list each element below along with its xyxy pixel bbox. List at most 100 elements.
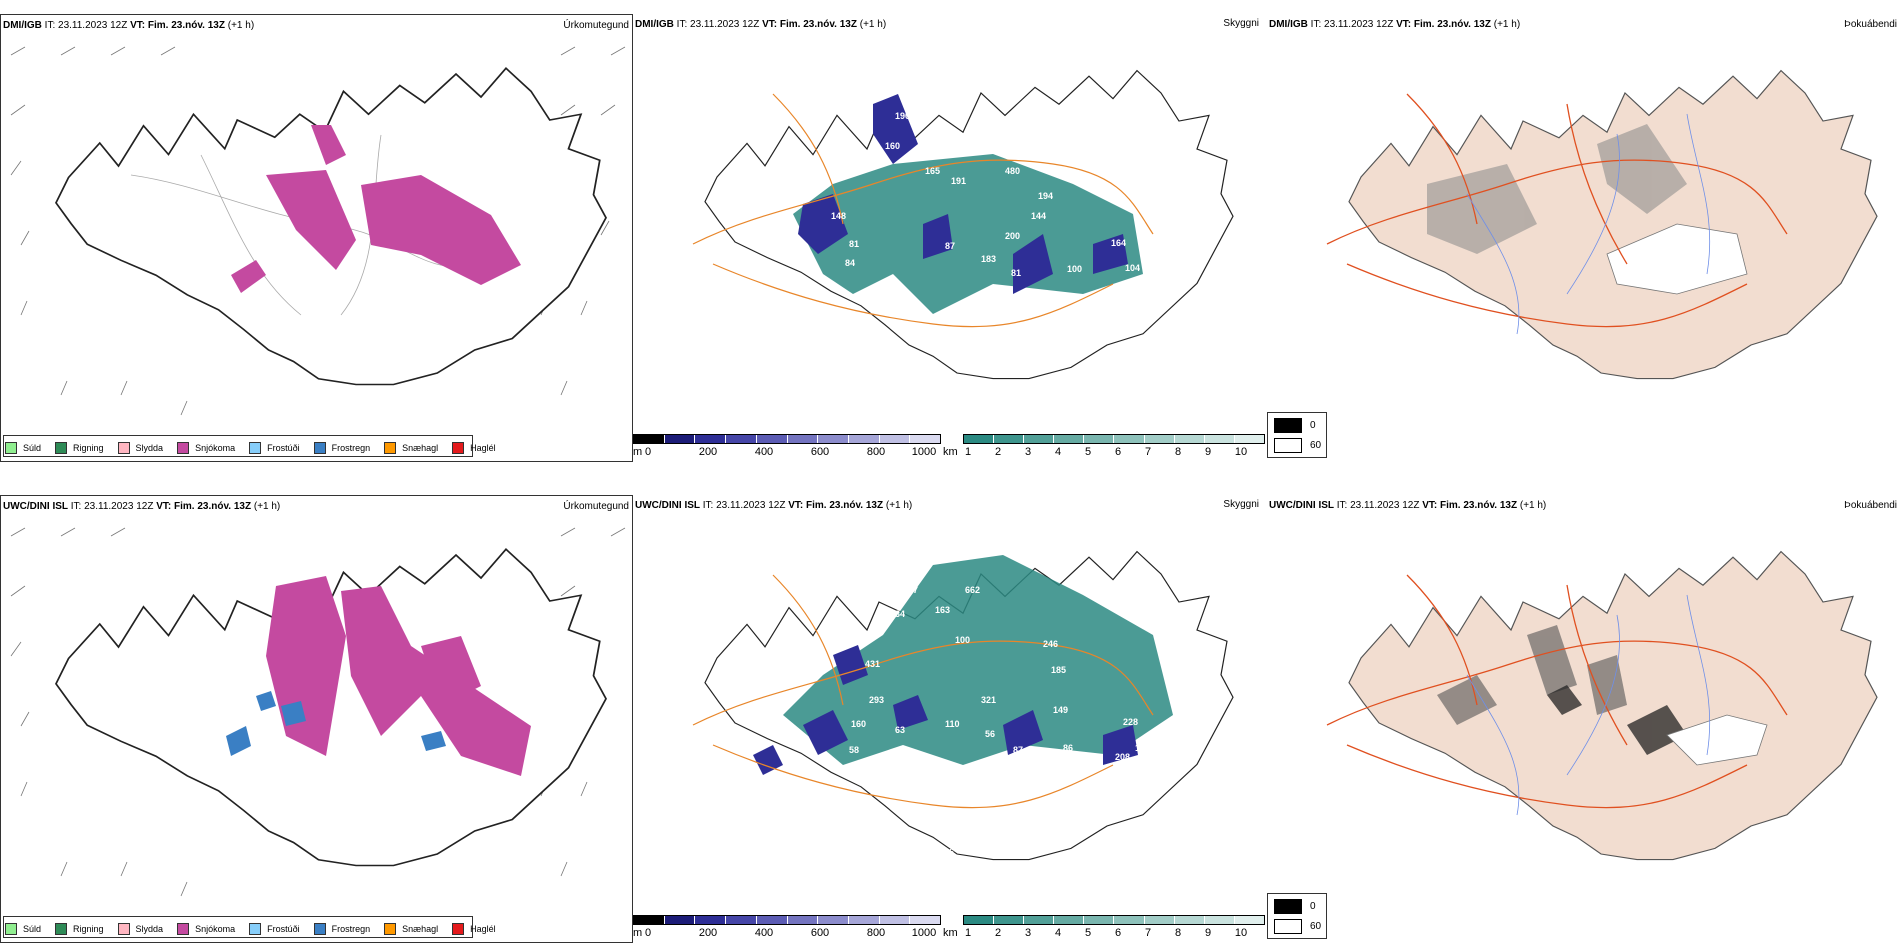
legend-swatch xyxy=(313,923,326,935)
visibility-ticks: 1 2 3 4 5 6 7 8 9 10 xyxy=(964,927,1248,939)
ceiling-value-label: 56 xyxy=(985,729,995,739)
ceiling-value-label: 146 xyxy=(939,847,954,857)
ceiling-value-label: 160 xyxy=(851,719,866,729)
legend-swatch xyxy=(55,923,68,935)
panel-title: DMI/IGB IT: 23.11.2023 12Z VT: Fim. 23.n… xyxy=(1269,19,1521,30)
ceiling-value-label: 86 xyxy=(1063,743,1073,753)
ceiling-vis-panel-top: 190 160 107 165 191 480 194 144 148 81 84 87 200 183 8… xyxy=(633,14,1267,462)
ceiling-value-label: 921 xyxy=(1155,727,1170,737)
fog-index-panel-bottom: UWC/DINI ISL IT: 23.11.2023 12Z VT: Fim.… xyxy=(1267,495,1900,943)
ceiling-labels: 190 160 107 165 191 480 194 144 148 81 84 87 200 183 8… xyxy=(831,111,1170,278)
fog-map-bottom xyxy=(1326,550,1878,861)
ceiling-value-label: 148 xyxy=(831,211,846,221)
legend-item: Snjókoma xyxy=(177,442,235,454)
ceiling-ticks: 0 200 400 600 800 1000 xyxy=(644,927,937,939)
panel-variable: Úrkomutegund xyxy=(563,20,629,31)
ceiling-map-top: 190 160 107 165 191 480 194 144 148 81 84 87 200 183 8… xyxy=(692,69,1234,380)
ceiling-value-label: 165 xyxy=(925,166,940,176)
ceiling-value-label: 163 xyxy=(935,605,950,615)
fog-legend: 0 60 xyxy=(1267,412,1327,458)
legend-swatch xyxy=(384,442,397,454)
ceiling-value-label: 662 xyxy=(965,585,980,595)
precip-legend-box xyxy=(3,435,473,457)
ceiling-value-label: 277 xyxy=(903,585,918,595)
ceiling-vis-panel-bottom: 277 662 34 163 100 431 246 185 293 321 149 110 160 63… xyxy=(633,495,1267,943)
ceiling-value-label: 208 xyxy=(1115,752,1130,762)
ceiling-value-label: 81 xyxy=(849,239,859,249)
ceiling-value-label: 194 xyxy=(1038,191,1053,201)
ceiling-value-label: 480 xyxy=(1005,166,1020,176)
legend-item: Rigning xyxy=(55,923,104,935)
ceiling-value-label: 100 xyxy=(1067,264,1082,274)
ceiling-value-label: 228 xyxy=(1123,717,1138,727)
ceiling-value-label: 104 xyxy=(1125,263,1140,273)
ceiling-value-label: 246 xyxy=(1043,639,1058,649)
legend-item: Rigning xyxy=(55,442,104,454)
fog-legend-item: 0 xyxy=(1274,418,1316,433)
legend-item: Snjókoma xyxy=(177,923,235,935)
visibility-unit: km xyxy=(943,446,958,458)
ceiling-value-label: 321 xyxy=(981,695,996,705)
panel-variable: Þokuábendi xyxy=(1844,19,1897,30)
legend-swatch xyxy=(5,442,17,454)
legend-swatch xyxy=(313,442,326,454)
ceiling-value-label: 185 xyxy=(1051,665,1066,675)
visibility-unit: km xyxy=(943,927,958,939)
fog-index-panel-top: DMI/IGB IT: 23.11.2023 12Z VT: Fim. 23.n… xyxy=(1267,14,1900,462)
legend-swatch xyxy=(117,442,130,454)
panel-title: UWC/DINI ISL IT: 23.11.2023 12Z VT: Fim.… xyxy=(635,500,913,511)
ceiling-ticks: 0 200 400 600 800 1000 xyxy=(644,446,937,458)
ceiling-colorbar xyxy=(633,915,941,925)
snow-area xyxy=(231,125,521,293)
ceiling-value-label: 200 xyxy=(1005,231,1020,241)
panel-title: UWC/DINI ISL IT: 23.11.2023 12Z VT: Fim.… xyxy=(3,501,281,512)
ceiling-value-label: 149 xyxy=(1053,705,1068,715)
ceiling-value-label: 58 xyxy=(849,745,859,755)
ceiling-value-label: 118 xyxy=(1135,743,1150,753)
ceiling-value-label: 293 xyxy=(869,695,884,705)
legend-item: Súld xyxy=(5,923,41,935)
precip-map-top xyxy=(10,46,626,416)
legend-swatch xyxy=(177,442,190,454)
ceiling-unit: m xyxy=(633,927,643,939)
legend-item: Snæhagl xyxy=(384,923,438,935)
panel-variable: Skyggni xyxy=(1223,18,1259,29)
ceiling-value-label: 191 xyxy=(951,176,966,186)
ceiling-value-label: 190 xyxy=(895,111,910,121)
legend-swatch xyxy=(55,442,68,454)
panel-variable: Úrkomutegund xyxy=(563,501,629,512)
ceiling-value-label: 87 xyxy=(1013,745,1023,755)
precip-map-bottom xyxy=(10,527,626,897)
ceiling-value-label: 107 xyxy=(919,134,934,144)
visibility-colorbar xyxy=(963,434,1265,444)
ceiling-value-label: 144 xyxy=(1031,211,1046,221)
legend-item: Snæhagl xyxy=(384,442,438,454)
ceiling-value-label: 100 xyxy=(955,635,970,645)
panel-title: DMI/IGB IT: 23.11.2023 12Z VT: Fim. 23.n… xyxy=(635,19,887,30)
legend-swatch xyxy=(177,923,190,935)
ceiling-value-label: 183 xyxy=(981,254,996,264)
legend-item: Frostregn xyxy=(313,923,370,935)
ceiling-value-label: 164 xyxy=(1111,238,1126,248)
ceiling-value-label: 312 xyxy=(1155,246,1170,256)
ceiling-value-label: 160 xyxy=(885,141,900,151)
ceiling-labels: 277 662 34 163 100 431 246 185 293 321 149 110 160 63… xyxy=(849,585,1170,875)
precip-legend: Súld Rigning Slydda Snjókoma Frostúði Fr… xyxy=(5,439,496,457)
fog-legend-item: 0 xyxy=(1274,899,1316,914)
ceiling-value-label: 431 xyxy=(865,659,880,669)
fog-map-top xyxy=(1326,69,1878,380)
ceiling-value-label: 63 xyxy=(895,725,905,735)
legend-item: Slydda xyxy=(117,442,163,454)
fog-legend: 0 60 xyxy=(1267,893,1327,939)
ceiling-unit: m xyxy=(633,446,643,458)
panel-variable: Skyggni xyxy=(1223,499,1259,510)
ceiling-colorbar xyxy=(633,434,941,444)
precip-type-panel-top: DMI/IGB IT: 23.11.2023 12Z VT: Fim. 23.n… xyxy=(0,14,633,462)
legend-swatch xyxy=(249,442,262,454)
legend-item: Frostregn xyxy=(313,442,370,454)
ceiling-value-label: 34 xyxy=(895,609,905,619)
visibility-colorbar xyxy=(963,915,1265,925)
panel-variable: Þokuábendi xyxy=(1844,500,1897,511)
panel-title: DMI/IGB IT: 23.11.2023 12Z VT: Fim. 23.n… xyxy=(3,20,255,31)
precip-legend: Súld Rigning Slydda Snjókoma Frostúði Fr… xyxy=(5,920,496,938)
